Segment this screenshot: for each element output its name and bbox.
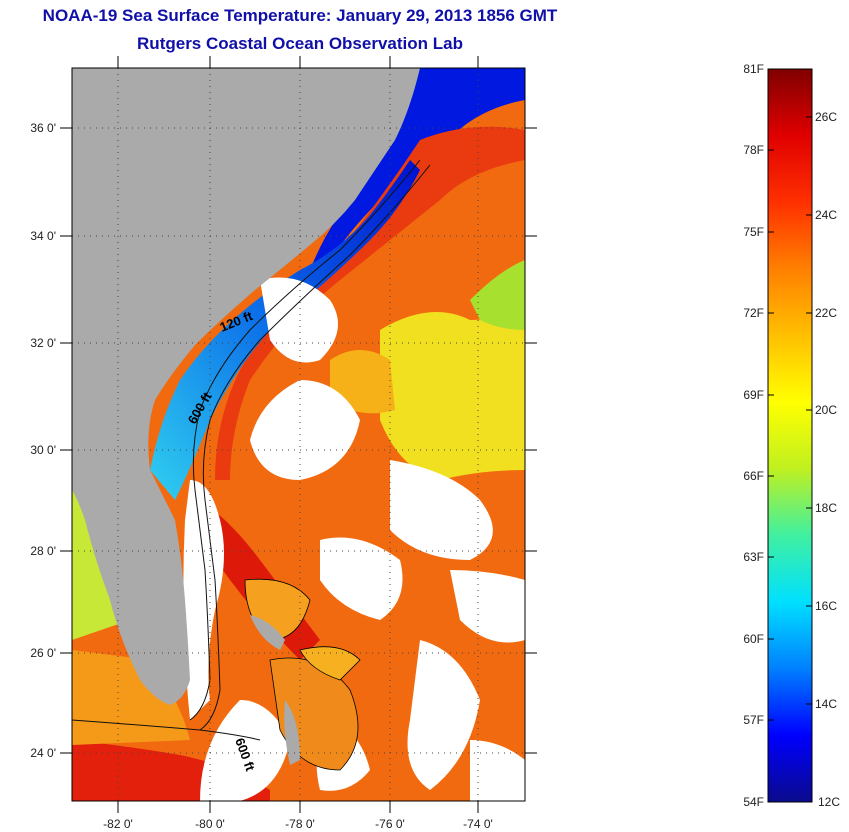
colorbar-c-label: 14C	[815, 697, 837, 711]
colorbar-ticks	[768, 116, 812, 721]
lon-label: -78 0'	[285, 817, 315, 831]
land-mass	[72, 68, 420, 765]
lat-label: 26 0'	[30, 646, 56, 660]
colorbar-f-label: 69F	[743, 388, 764, 402]
gulf-warm-water	[72, 650, 190, 745]
lat-label: 28 0'	[30, 544, 56, 558]
map-subtitle: Rutgers Coastal Ocean Observation Lab	[137, 34, 463, 53]
longitude-axis: -82 0' -80 0' -78 0' -76 0' -74 0'	[103, 817, 493, 831]
yellow-water-region	[380, 300, 525, 480]
colorbar-f-label: 78F	[743, 143, 764, 157]
axis-ticks	[60, 56, 537, 813]
lat-label: 24 0'	[30, 746, 56, 760]
graticule	[72, 68, 525, 801]
colorbar-f-label: 75F	[743, 225, 764, 239]
depth-contours	[72, 159, 431, 741]
colorbar-f-label: 66F	[743, 469, 764, 483]
lon-label: -80 0'	[195, 817, 225, 831]
map-frame	[71, 67, 526, 802]
colorbar-c-label: 16C	[815, 599, 837, 613]
green-water-region	[470, 260, 525, 330]
colorbar-f-label: 81F	[743, 62, 764, 76]
lat-label: 34 0'	[30, 229, 56, 243]
lon-label: -74 0'	[463, 817, 493, 831]
lat-label: 30 0'	[30, 443, 56, 457]
map-title: NOAA-19 Sea Surface Temperature: January…	[42, 6, 558, 25]
colorbar-gradient	[767, 68, 813, 803]
lat-label: 32 0'	[30, 336, 56, 350]
colorbar-c-label: 12C	[818, 795, 840, 809]
shelf-water	[150, 160, 420, 500]
gulf-stream-north	[215, 126, 525, 481]
colorbar-c-label: 24C	[815, 208, 837, 222]
colorbar-c-label: 18C	[815, 501, 837, 515]
lat-label: 36 0'	[30, 121, 56, 135]
lon-label: -76 0'	[375, 817, 405, 831]
colorbar-f-label: 60F	[743, 632, 764, 646]
colorbar-f-label: 54F	[743, 795, 764, 809]
cold-water-region	[310, 68, 525, 270]
cloud-cover	[183, 277, 525, 801]
lon-label: -82 0'	[103, 817, 133, 831]
latitude-axis: 36 0' 34 0' 32 0' 30 0' 28 0' 26 0' 24 0…	[30, 121, 56, 760]
colorbar: 81F 78F 75F 72F 69F 66F 63F 60F 57F 54F …	[743, 62, 840, 809]
warm-patch	[330, 350, 395, 414]
map-panel: 120 ft 600 ft 600 ft	[72, 68, 525, 801]
colorbar-f-label: 63F	[743, 550, 764, 564]
colorbar-c-label: 20C	[815, 403, 837, 417]
colorbar-c-label: 26C	[815, 110, 837, 124]
colorbar-c-label: 22C	[815, 306, 837, 320]
colorbar-f-label: 57F	[743, 713, 764, 727]
colorbar-f-label: 72F	[743, 306, 764, 320]
